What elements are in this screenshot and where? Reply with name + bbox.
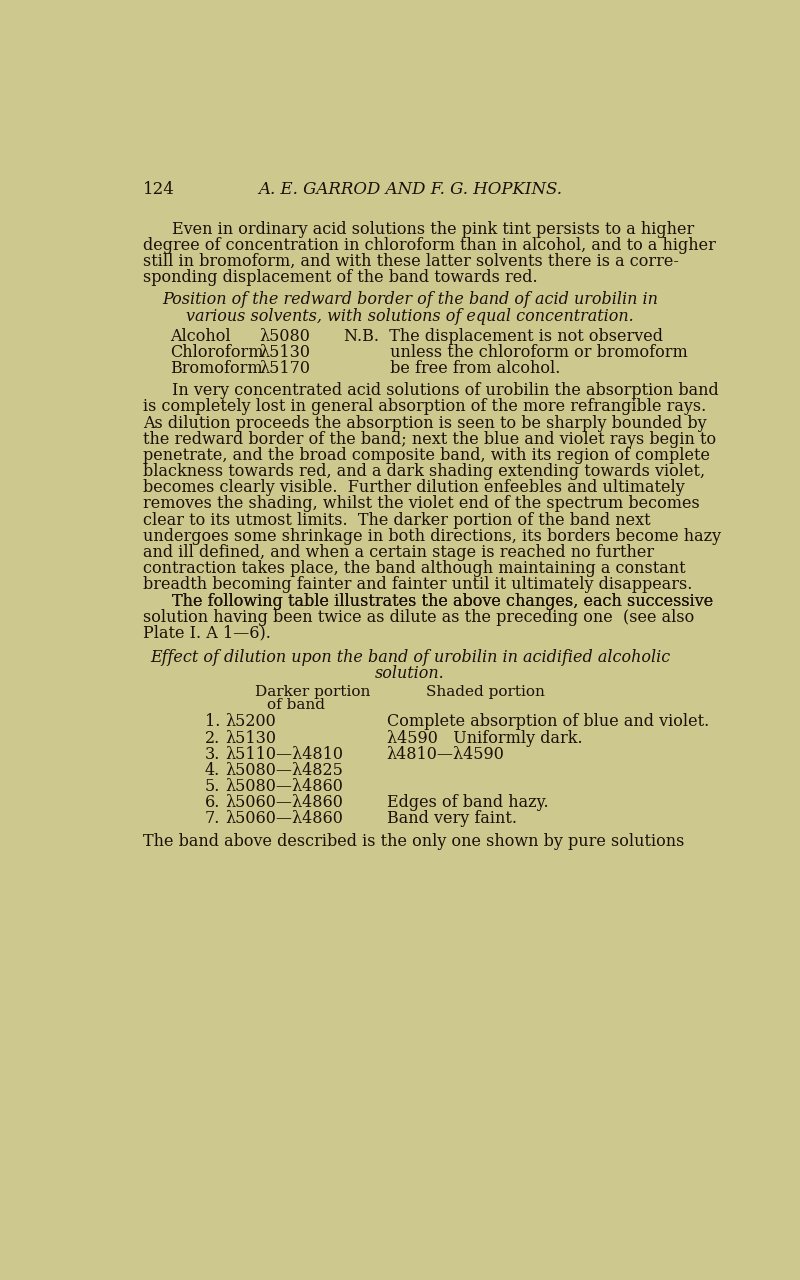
Text: solution having been twice as dilute as the preceding one  (see also: solution having been twice as dilute as … (142, 609, 694, 626)
Text: the redward border of the band; next the blue and violet rays begin to: the redward border of the band; next the… (142, 431, 716, 448)
Text: λ5060—λ4860: λ5060—λ4860 (226, 810, 343, 827)
Text: λ5080: λ5080 (259, 328, 310, 344)
Text: undergoes some shrinkage in both directions, its borders become hazy: undergoes some shrinkage in both directi… (142, 527, 721, 545)
Text: 124: 124 (142, 180, 174, 197)
Text: degree of concentration in chloroform than in alcohol, and to a higher: degree of concentration in chloroform th… (142, 237, 715, 253)
Text: λ5080—λ4860: λ5080—λ4860 (226, 778, 343, 795)
Text: The following table illustrates the above changes, each successive: The following table illustrates the abov… (172, 593, 714, 609)
Text: clear to its utmost limits.  The darker portion of the band next: clear to its utmost limits. The darker p… (142, 512, 650, 529)
Text: λ5060—λ4860: λ5060—λ4860 (226, 794, 343, 812)
Text: various solvents, with solutions of equal concentration.: various solvents, with solutions of equa… (186, 307, 634, 325)
Text: be free from alcohol.: be free from alcohol. (344, 360, 561, 376)
Text: 6.: 6. (205, 794, 220, 812)
Text: λ5080—λ4825: λ5080—λ4825 (226, 762, 343, 780)
Text: 4.: 4. (205, 762, 220, 780)
Text: becomes clearly visible.  Further dilution enfeebles and ultimately: becomes clearly visible. Further dilutio… (142, 479, 684, 497)
Text: λ4810—λ4590: λ4810—λ4590 (386, 746, 505, 763)
Text: Position of the redward border of the band of acid urobilin in: Position of the redward border of the ba… (162, 292, 658, 308)
Text: of band: of band (267, 698, 326, 712)
Text: Plate I. A 1—6).: Plate I. A 1—6). (142, 625, 270, 641)
Text: solution.: solution. (375, 664, 445, 682)
Text: 7.: 7. (205, 810, 220, 827)
Text: blackness towards red, and a dark shading extending towards violet,: blackness towards red, and a dark shadin… (142, 463, 705, 480)
Text: Edges of band hazy.: Edges of band hazy. (386, 794, 548, 812)
Text: λ5170: λ5170 (259, 360, 310, 376)
Text: λ5130: λ5130 (259, 344, 310, 361)
Text: Band very faint.: Band very faint. (386, 810, 517, 827)
Text: Even in ordinary acid solutions the pink tint persists to a higher: Even in ordinary acid solutions the pink… (172, 220, 694, 238)
Text: λ5130: λ5130 (226, 730, 277, 746)
Text: sponding displacement of the band towards red.: sponding displacement of the band toward… (142, 269, 538, 287)
Text: λ5110—λ4810: λ5110—λ4810 (226, 746, 343, 763)
Text: Darker portion: Darker portion (255, 685, 370, 699)
Text: still in bromoform, and with these latter solvents there is a corre-: still in bromoform, and with these latte… (142, 253, 678, 270)
Text: λ4590   Uniformly dark.: λ4590 Uniformly dark. (386, 730, 582, 746)
Text: unless the chloroform or bromoform: unless the chloroform or bromoform (344, 344, 688, 361)
Text: 2.: 2. (205, 730, 220, 746)
Text: The band above described is the only one shown by pure solutions: The band above described is the only one… (142, 833, 684, 850)
Text: removes the shading, whilst the violet end of the spectrum becomes: removes the shading, whilst the violet e… (142, 495, 699, 512)
Text: A. E. GARROD AND F. G. HOPKINS.: A. E. GARROD AND F. G. HOPKINS. (258, 180, 562, 197)
Text: 5.: 5. (205, 778, 220, 795)
Text: Bromoform: Bromoform (170, 360, 262, 376)
Text: As dilution proceeds the absorption is seen to be sharply bounded by: As dilution proceeds the absorption is s… (142, 415, 706, 431)
Text: 1.: 1. (205, 713, 220, 731)
Text: is completely lost in general absorption of the more refrangible rays.: is completely lost in general absorption… (142, 398, 706, 416)
Text: Effect of dilution upon the band of urobilin in acidified alcoholic: Effect of dilution upon the band of urob… (150, 649, 670, 666)
Text: contraction takes place, the band although maintaining a constant: contraction takes place, the band althou… (142, 561, 686, 577)
Text: penetrate, and the broad composite band, with its region of complete: penetrate, and the broad composite band,… (142, 447, 710, 463)
Text: breadth becoming fainter and fainter until it ultimately disappears.: breadth becoming fainter and fainter unt… (142, 576, 692, 594)
Text: and ill defined, and when a certain stage is reached no further: and ill defined, and when a certain stag… (142, 544, 654, 561)
Text: λ5200: λ5200 (226, 713, 276, 731)
Text: Chloroform: Chloroform (170, 344, 263, 361)
Text: Complete absorption of blue and violet.: Complete absorption of blue and violet. (386, 713, 709, 731)
Text: The following table illustrates the above changes, each successive: The following table illustrates the abov… (172, 593, 714, 609)
Text: 3.: 3. (205, 746, 220, 763)
Text: Shaded portion: Shaded portion (426, 685, 544, 699)
Text: N.B.  The displacement is not observed: N.B. The displacement is not observed (344, 328, 663, 344)
Text: Alcohol: Alcohol (170, 328, 230, 344)
Text: In very concentrated acid solutions of urobilin the absorption band: In very concentrated acid solutions of u… (172, 383, 719, 399)
